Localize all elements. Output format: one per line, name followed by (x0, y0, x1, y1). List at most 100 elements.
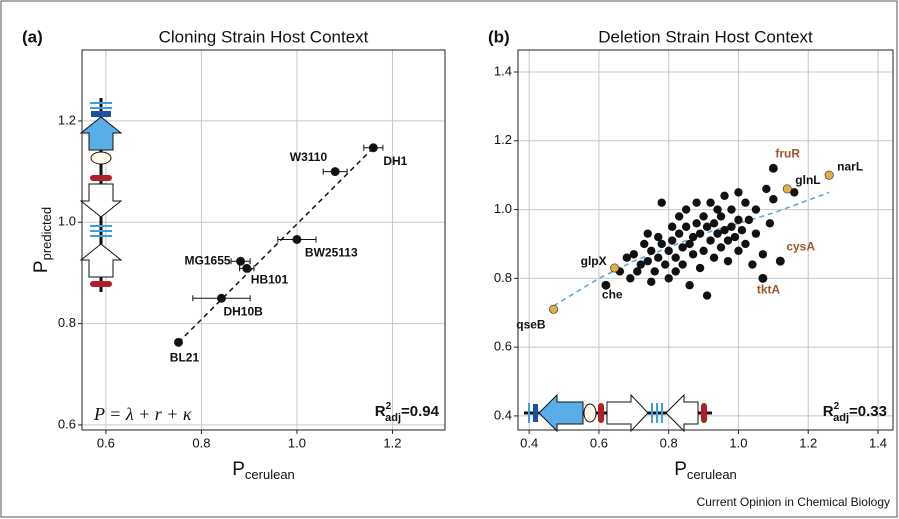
rbs (533, 404, 538, 422)
point-label: BW25113 (305, 246, 358, 260)
labeled-point (782, 184, 792, 194)
terminator (701, 403, 707, 423)
data-point (657, 198, 666, 207)
data-point (734, 215, 743, 225)
source-caption: Current Opinion in Chemical Biology (697, 495, 890, 509)
data-point (664, 274, 673, 283)
data-point (695, 229, 705, 238)
equation: P = λ + r + κ (93, 404, 192, 424)
x-tick-label: 1.4 (869, 435, 887, 450)
data-point (643, 256, 652, 266)
data-point (674, 212, 684, 221)
rbs (583, 403, 597, 423)
data-point (699, 212, 708, 221)
point-label: che (602, 287, 623, 301)
x-axis-label-sub: cerulean (245, 467, 295, 482)
data-point (734, 246, 743, 256)
labeled-point (236, 256, 246, 266)
data-point (643, 229, 652, 238)
x-axis-label-main: P (674, 459, 687, 480)
r2-main: R (823, 403, 834, 420)
x-tick-label: 0.6 (590, 435, 608, 450)
data-point (695, 263, 705, 273)
x-tick-label: 0.6 (97, 435, 115, 450)
fit-line (177, 147, 374, 343)
data-point (654, 253, 663, 262)
data-point (723, 236, 733, 245)
r2-sup: 2 (386, 401, 392, 412)
data-point (716, 243, 726, 252)
plot-frame (517, 49, 894, 431)
chart-title: Deletion Strain Host Context (598, 27, 813, 46)
data-point (678, 243, 687, 252)
cds (665, 393, 699, 433)
labeled-point (768, 163, 778, 173)
data-point (769, 195, 778, 204)
point-label: HB101 (251, 273, 289, 287)
data-point (688, 232, 698, 242)
data-point (720, 225, 729, 235)
data-point (734, 188, 743, 197)
y-tick-label: 0.6 (58, 416, 76, 431)
construct-b (524, 393, 712, 433)
cds (79, 183, 123, 218)
data-point (709, 219, 719, 228)
data-point (737, 225, 747, 235)
x-axis-label-main: P (232, 459, 245, 480)
axes-layer: (a) Cloning Strain Host Context 0.6 0.8 1.0 1… (22, 27, 894, 482)
cds (79, 243, 123, 278)
data-point (730, 232, 740, 242)
data-point (654, 232, 663, 242)
x-tick-label: 0.8 (660, 435, 678, 450)
x-axis-label: Pcerulean (674, 459, 737, 482)
labeled-point (173, 337, 183, 347)
y-tick-label: 1.2 (58, 112, 76, 127)
data-point (762, 184, 771, 194)
data-point (657, 239, 666, 249)
point-label: glpX (581, 254, 607, 268)
point-label: tktA (757, 283, 781, 297)
y-tick-label: 0.8 (58, 315, 76, 330)
point-label: BL21 (170, 351, 200, 365)
data-point (706, 198, 715, 207)
y-axis-label: Ppredicted (31, 207, 54, 273)
cds (79, 116, 123, 151)
data-point (692, 198, 701, 207)
cds (606, 393, 649, 433)
plot-frame (81, 49, 446, 431)
point-label: DH1 (383, 154, 407, 168)
data-point (716, 212, 726, 221)
x-axis-label: Pcerulean (232, 459, 295, 482)
terminator (90, 281, 112, 287)
data-point (622, 253, 632, 262)
x-tick-label: 1.0 (288, 435, 306, 450)
point-label: MG1655 (185, 253, 231, 267)
data-point (699, 246, 708, 256)
x-tick-label: 0.8 (192, 435, 210, 450)
data-point (744, 215, 754, 225)
data-point (723, 256, 733, 266)
data-point (713, 205, 722, 214)
data-point (681, 222, 691, 231)
data-point (709, 253, 719, 262)
labeled-point (824, 170, 834, 180)
y-tick-label: 1.0 (494, 201, 512, 216)
chart-title: Cloning Strain Host Context (159, 27, 369, 46)
r2-main: R (375, 403, 386, 420)
panel-label: (a) (22, 27, 43, 46)
x-tick-label: 1.0 (729, 435, 747, 450)
point-label: glnL (795, 173, 820, 187)
data-point (765, 219, 775, 228)
data-point (720, 191, 729, 201)
data-point (713, 229, 722, 238)
data-point (727, 222, 736, 231)
rbs (90, 151, 112, 165)
cds (538, 393, 584, 433)
point-label: narL (837, 159, 863, 173)
terminator (90, 175, 112, 181)
data-point (727, 205, 736, 214)
data-point (706, 236, 715, 245)
y-tick-label: 1.2 (494, 132, 512, 147)
data-point (667, 222, 677, 231)
